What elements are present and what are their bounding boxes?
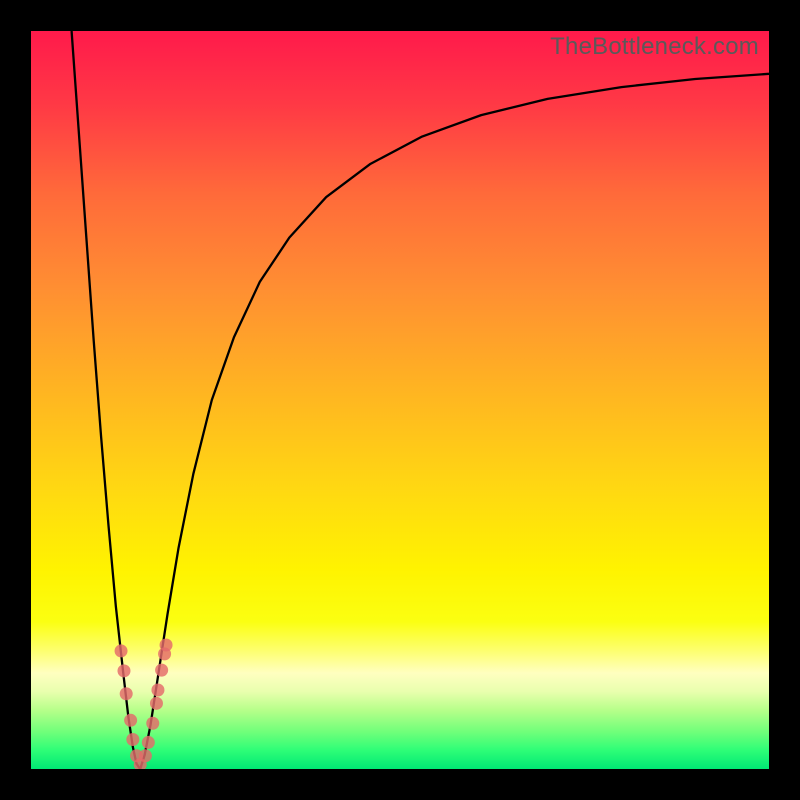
watermark-text: TheBottleneck.com [550, 33, 759, 61]
data-marker [139, 749, 152, 762]
data-marker [160, 639, 173, 652]
chart-background-gradient [31, 31, 769, 769]
chart-svg [31, 31, 769, 769]
data-marker [115, 644, 128, 657]
data-marker [151, 684, 164, 697]
data-marker [120, 687, 133, 700]
data-marker [142, 736, 155, 749]
data-marker [124, 714, 137, 727]
data-marker [117, 664, 130, 677]
chart-plot-area [31, 31, 769, 769]
data-marker [150, 697, 163, 710]
data-marker [155, 664, 168, 677]
data-marker [126, 733, 139, 746]
data-marker [146, 717, 159, 730]
